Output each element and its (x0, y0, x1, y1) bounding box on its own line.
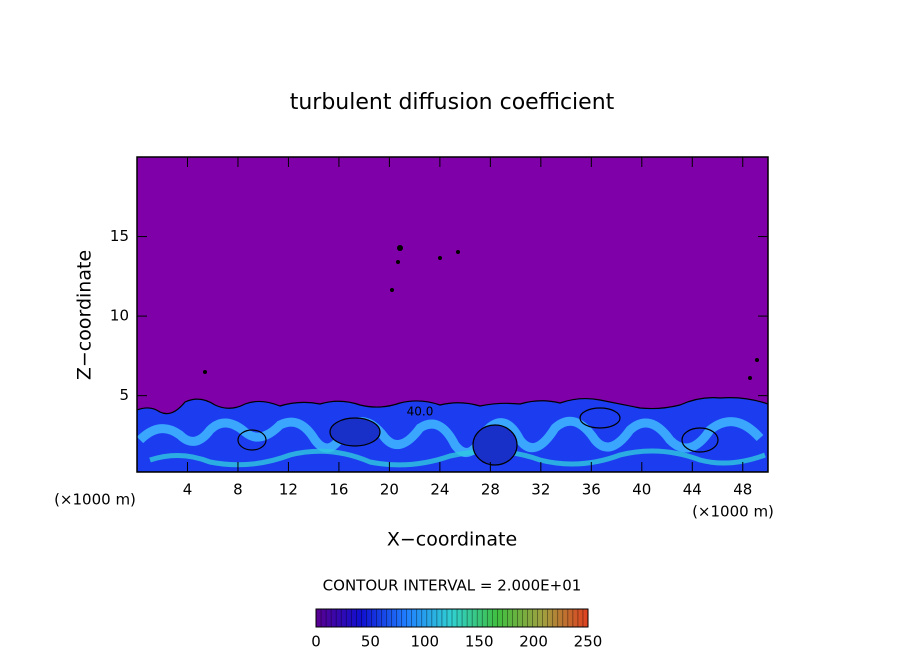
y-tick-label: 15 (110, 227, 129, 245)
x-axis-title: X−coordinate (387, 529, 517, 551)
chart-title: turbulent diffusion coefficient (290, 90, 615, 115)
x-tick-label: 48 (733, 481, 752, 499)
x-tick-label: 12 (279, 481, 298, 499)
plot-frame (136, 156, 769, 473)
x-tick-label: 32 (531, 481, 550, 499)
colorbar-tick-label: 50 (361, 633, 380, 651)
x-tick-label: 44 (683, 481, 702, 499)
x-tick-label: 8 (233, 481, 243, 499)
field (137, 245, 768, 472)
y-axis-title: Z−coordinate (74, 250, 96, 380)
x-tick-label: 4 (183, 481, 193, 499)
x-unit-right: (×1000 m) (692, 503, 774, 521)
x-tick-label: 36 (582, 481, 601, 499)
x-tick-label: 16 (329, 481, 348, 499)
y-tick-label: 10 (110, 307, 129, 325)
x-unit-left: (×1000 m) (54, 491, 136, 509)
x-tick-label: 28 (481, 481, 500, 499)
x-tick-label: 20 (380, 481, 399, 499)
colorbar-tick-label: 250 (574, 633, 603, 651)
y-tick-label: 5 (119, 386, 129, 404)
contour-label: 40.0 (407, 405, 434, 419)
colorbar-tick-label: 0 (311, 633, 321, 651)
colorbar-title: CONTOUR INTERVAL = 2.000E+01 (323, 577, 582, 595)
colorbar-tick-label: 200 (519, 633, 548, 651)
x-tick-label: 40 (632, 481, 651, 499)
colorbar-tick-label: 150 (465, 633, 494, 651)
x-tick-label: 24 (430, 481, 449, 499)
colorbar-tick-label: 100 (410, 633, 439, 651)
